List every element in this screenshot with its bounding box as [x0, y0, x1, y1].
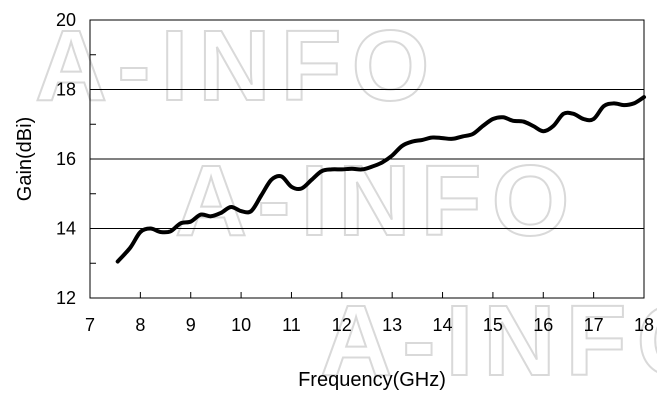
gain-data-point — [471, 132, 474, 135]
gain-data-point — [542, 130, 545, 133]
gain-data-point — [290, 185, 293, 188]
x-tick-label: 16 — [533, 315, 553, 335]
y-tick-label: 14 — [56, 219, 76, 239]
gain-data-point — [592, 118, 595, 121]
x-tick-label: 8 — [135, 315, 145, 335]
x-tick-label: 13 — [382, 315, 402, 335]
gain-data-point — [643, 96, 646, 99]
gain-data-point — [391, 154, 394, 157]
gain-data-point — [522, 120, 525, 123]
y-tick-label: 18 — [56, 80, 76, 100]
x-tick-label: 14 — [433, 315, 453, 335]
gain-series-line — [115, 95, 646, 264]
gain-data-point — [209, 215, 212, 218]
watermark-text: A-INFO — [35, 10, 439, 122]
x-tick-label: 12 — [332, 315, 352, 335]
gain-data-point — [260, 194, 263, 197]
gain-data-point — [179, 222, 182, 225]
x-axis-title: Frequency(GHz) — [298, 369, 446, 391]
gain-data-point — [149, 227, 152, 230]
axis-ticks — [89, 19, 645, 299]
x-tick-labels: 7 8 9 10 11 12 13 14 15 16 17 18 — [85, 315, 654, 335]
y-tick-label: 20 — [56, 10, 76, 30]
gain-data-point — [169, 230, 172, 233]
gain-data-point — [350, 167, 353, 170]
gain-data-point — [270, 178, 273, 181]
gain-data-point — [632, 102, 635, 105]
gain-data-point — [512, 119, 515, 122]
gain-data-point — [250, 210, 253, 213]
y-tick-labels: 12 14 16 18 20 — [56, 10, 76, 308]
gain-data-point — [421, 138, 424, 141]
gain-data-point — [401, 144, 404, 147]
watermark-text: A-INFO — [320, 285, 657, 397]
gridlines — [90, 89, 644, 229]
watermark-text: A-INFO — [175, 145, 579, 257]
gain-data-point — [129, 246, 132, 249]
y-tick-label: 12 — [56, 288, 76, 308]
gain-data-point — [199, 213, 202, 216]
gain-data-point — [532, 124, 535, 127]
gain-data-point — [602, 105, 605, 108]
gain-data-point — [320, 170, 323, 173]
gain-data-point — [360, 168, 363, 171]
x-tick-label: 7 — [85, 315, 95, 335]
gain-data-point — [552, 124, 555, 127]
gain-data-point — [116, 260, 119, 263]
y-axis-title: Gain(dBi) — [14, 117, 36, 201]
gain-data-point — [189, 220, 192, 223]
gain-data-point — [300, 187, 303, 190]
gain-data-point — [612, 102, 615, 105]
gain-data-point — [481, 124, 484, 127]
gain-data-point — [431, 136, 434, 139]
gain-data-point — [491, 118, 494, 121]
x-tick-label: 17 — [584, 315, 604, 335]
gain-data-point — [371, 165, 374, 168]
x-tick-label: 9 — [186, 315, 196, 335]
gain-data-point — [451, 137, 454, 140]
gain-data-point — [572, 112, 575, 115]
x-tick-label: 11 — [282, 315, 301, 335]
x-tick-label: 15 — [483, 315, 503, 335]
gain-data-point — [139, 230, 142, 233]
gain-data-point — [340, 168, 343, 171]
x-tick-label: 18 — [634, 315, 654, 335]
gain-data-point — [330, 168, 333, 171]
gain-data-point — [411, 140, 414, 143]
watermark: A-INFO A-INFO A-INFO — [34, 9, 657, 397]
gain-data-point — [441, 137, 444, 140]
gain-data-point — [461, 135, 464, 138]
gain-data-point — [562, 112, 565, 115]
gain-data-point — [219, 211, 222, 214]
x-tick-label: 10 — [231, 315, 251, 335]
gain-data-point — [622, 104, 625, 107]
gain-data-point — [501, 116, 504, 119]
gain-data-point — [381, 161, 384, 164]
gain-data-point — [280, 175, 283, 178]
gain-data-point — [240, 210, 243, 213]
gain-data-point — [582, 118, 585, 121]
gain-data-point — [310, 178, 313, 181]
gain-data-point — [159, 230, 162, 233]
y-tick-label: 16 — [56, 149, 76, 169]
gain-data-point — [230, 205, 233, 208]
